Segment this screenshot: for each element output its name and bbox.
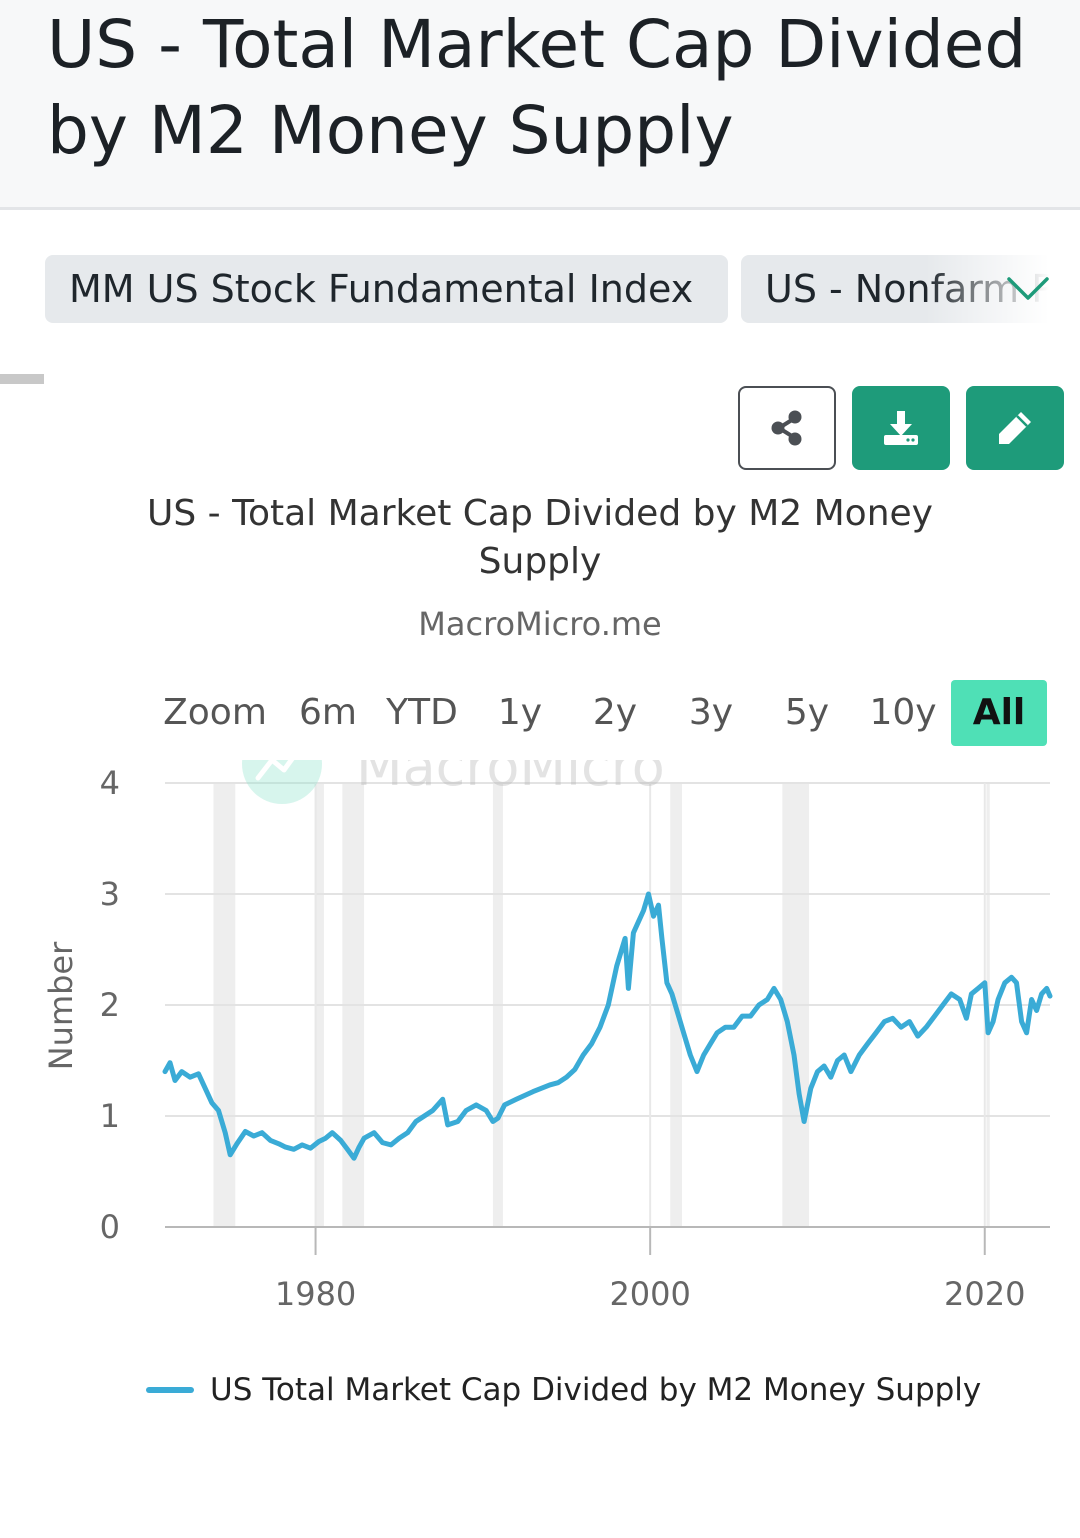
scroll-indicator <box>0 374 44 384</box>
page-header: US - Total Market Cap Divided by M2 Mone… <box>0 0 1080 210</box>
x-tick-labels: 1980 2000 2020 <box>275 1227 1025 1313</box>
range-5y-button[interactable]: 5y <box>784 692 830 733</box>
y-tick-label: 2 <box>100 986 120 1024</box>
range-3y-button[interactable]: 3y <box>688 692 734 733</box>
line-chart: MacroMicro 0 1 2 3 4 1980 2000 2020 Number <box>42 760 1053 1313</box>
y-tick-label: 0 <box>100 1208 120 1246</box>
watermark-text: MacroMicro <box>356 760 665 798</box>
share-icon <box>771 410 802 446</box>
y-axis-label: Number <box>42 941 80 1070</box>
chart-subtitle: MacroMicro.me <box>418 605 662 643</box>
y-tick-labels: 0 1 2 3 4 <box>100 764 120 1246</box>
range-10y-button[interactable]: 10y <box>869 692 937 733</box>
related-tabs: MM US Stock Fundamental Index US - Nonfa… <box>45 255 1080 323</box>
series-line[interactable] <box>162 891 1053 1161</box>
range-ytd-button[interactable]: YTD <box>386 692 458 733</box>
x-tick-label: 2020 <box>944 1275 1025 1313</box>
range-all-button[interactable]: All <box>951 680 1047 746</box>
watermark: MacroMicro <box>242 760 665 804</box>
y-gridlines <box>165 782 1050 1117</box>
download-button[interactable] <box>852 386 950 470</box>
legend-label: US Total Market Cap Divided by M2 Money … <box>210 1372 982 1408</box>
chart-legend[interactable]: US Total Market Cap Divided by M2 Money … <box>146 1368 1046 1412</box>
range-6m-button[interactable]: 6m <box>299 692 357 733</box>
y-tick-label: 4 <box>100 764 120 802</box>
chevron-down-icon[interactable] <box>1005 271 1051 305</box>
download-icon <box>884 411 918 445</box>
legend-swatch <box>146 1387 194 1393</box>
x-tick-label: 2000 <box>609 1275 690 1313</box>
chart-title: US - Total Market Cap Divided by M2 Mone… <box>147 493 933 582</box>
y-tick-label: 3 <box>100 875 120 913</box>
share-button[interactable] <box>738 386 836 470</box>
edit-icon <box>999 412 1031 444</box>
x-tick-label: 1980 <box>275 1275 356 1313</box>
zoom-label: Zoom <box>163 692 267 733</box>
edit-button[interactable] <box>966 386 1064 470</box>
macromicro-logo-icon <box>242 760 322 804</box>
tab-mm-us-stock-fundamental-index[interactable]: MM US Stock Fundamental Index <box>45 255 728 323</box>
page-title: US - Total Market Cap Divided by M2 Mone… <box>47 6 1027 169</box>
range-1y-button[interactable]: 1y <box>497 692 543 733</box>
y-tick-label: 1 <box>100 1097 120 1135</box>
range-2y-button[interactable]: 2y <box>592 692 638 733</box>
range-selector: Zoom 6m YTD 1y 2y 3y 5y 10y All <box>160 680 1060 748</box>
